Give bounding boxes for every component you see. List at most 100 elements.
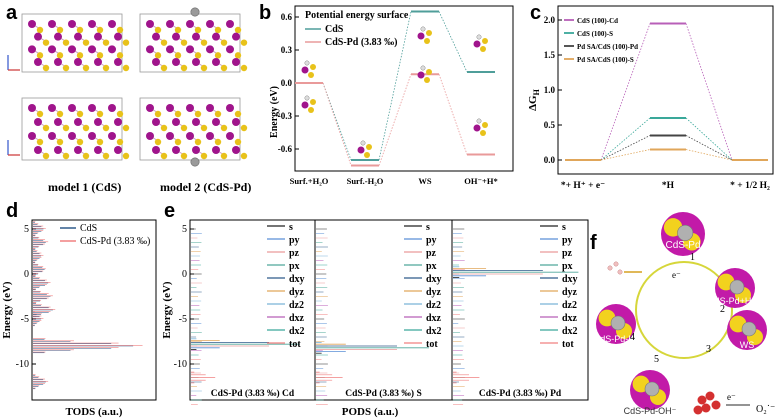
s-atom [42, 64, 50, 72]
cd-atom [48, 20, 56, 28]
s-atom [174, 52, 182, 59]
s-atom [240, 64, 248, 72]
y-tick-label: 0.6 [281, 12, 293, 22]
cd-atom [114, 32, 122, 41]
panel-e-label: e [164, 200, 176, 222]
orbital-label: dyz [289, 287, 305, 298]
orbital-label: tot [426, 339, 438, 350]
state-cdspd-oh: CdS-Pd-OH⁻ [624, 406, 677, 416]
s-atom [426, 69, 432, 75]
s-atom [174, 138, 182, 146]
x-tick-label: *+ H⁺ + e⁻ [561, 181, 605, 191]
cd-atom [48, 132, 56, 140]
cd-atom [28, 132, 36, 140]
o-atom [360, 140, 366, 146]
cd-atom [48, 104, 56, 112]
cd-atom [34, 146, 42, 154]
cd-atom [206, 45, 214, 54]
orbital-label: py [562, 235, 573, 246]
orbital-label: dz2 [562, 300, 577, 311]
transition-line [438, 74, 468, 155]
s-atom [36, 110, 44, 118]
orbital-label: pz [426, 248, 437, 259]
s-atom [160, 39, 168, 46]
cd-atom [94, 58, 102, 66]
s-atom [62, 124, 70, 132]
subpanel-frame [451, 219, 589, 401]
s-atom [82, 64, 90, 72]
cd-atom [94, 32, 102, 41]
s-atom [96, 110, 104, 118]
cd-atom [206, 132, 214, 140]
cd-atom [68, 104, 76, 112]
x-tick-label: * + 1/2 H₂ [730, 181, 770, 191]
step-1: 1 [690, 252, 695, 263]
s-atom [76, 138, 84, 146]
s-atom [160, 124, 168, 132]
s-atom [240, 39, 248, 46]
s-atom [220, 124, 228, 132]
panel-e: e Energy (eV) PODS (a.u.) 5 0 -5 -10 CdS-Pd… [160, 200, 590, 420]
cd-atom [206, 20, 214, 28]
y-axis-label: ΔGH [527, 88, 541, 110]
step-4: 4 [630, 332, 635, 343]
cd-atom [226, 132, 234, 140]
cd-atom [186, 20, 194, 28]
s-atom [214, 52, 222, 59]
s-atom [180, 152, 188, 160]
s-atom [116, 110, 124, 118]
cd-atom [172, 32, 180, 41]
legend-entry: CdS (100)-Cd [577, 17, 618, 25]
s-atom [154, 26, 162, 34]
cd-atom [232, 58, 240, 66]
s-atom [76, 52, 84, 59]
orbital-label: dyz [562, 287, 578, 298]
y-tick-label: 0.3 [281, 45, 293, 55]
cd-atom [88, 45, 96, 54]
o-atom [711, 400, 721, 410]
cd-atom [226, 20, 234, 28]
orbital-label: py [289, 235, 300, 246]
cd-atom [54, 146, 62, 154]
cycle-ring [635, 261, 733, 359]
s-atom [240, 124, 248, 132]
cd-atom [473, 40, 481, 48]
s-atom [364, 152, 370, 158]
y-ticks: 5 0 -5 -10 [16, 224, 36, 370]
x-tick-label: WS [418, 176, 432, 186]
y-ticks: 5 0 -5 -10 [174, 224, 194, 370]
free-energy-profiles [565, 22, 768, 161]
panel-c-chart: ΔGH 2.0 1.5 1.0 0.5 0.0 *+ H⁺ + e⁻ *H * + 1/2 … [527, 5, 774, 191]
cd-atom [88, 104, 96, 112]
y-tick-label: -10 [16, 359, 29, 370]
s-atom [154, 52, 162, 59]
unit-cell-box [21, 13, 123, 73]
subpanel-title: CdS-Pd (3.83 ‰) Cd [211, 388, 295, 399]
cd-atom [192, 146, 200, 154]
s-atom [220, 64, 228, 72]
y-tick-label: -0.6 [278, 144, 293, 154]
cd-atom [152, 146, 160, 154]
o-atom [476, 118, 482, 124]
chart-title: Potential energy surface [305, 10, 409, 21]
orbital-label: s [289, 222, 293, 233]
electron-1: e⁻ [672, 270, 681, 280]
cd-atom [166, 45, 174, 54]
o-atom [693, 405, 703, 415]
cd-atom [186, 45, 194, 54]
s-atom [308, 72, 314, 78]
panel-f: f CdS-Pd CdS-Pd+H₂O WS CdS-Pd-OH⁻ CdS-Pd… [590, 200, 779, 420]
panel-a: a model 1 (CdS) model 2 (CdS-Pd) [0, 0, 265, 200]
s-atom [424, 77, 430, 83]
subpanel-title: CdS-Pd (3.83 ‰) S [345, 388, 422, 399]
cd-atom [172, 118, 180, 126]
transition-line [600, 135, 651, 161]
s-atom [62, 39, 70, 46]
legend-cdspd: CdS-Pd (3.83 ‰) [80, 236, 150, 247]
x-tick-label: Surf.-H₂O [347, 176, 384, 186]
panel-c-label: c [530, 2, 542, 24]
unit-cell-box [139, 13, 241, 73]
s-atom [480, 46, 486, 52]
cd-atom [114, 118, 122, 126]
orbital-label: pz [289, 248, 300, 259]
